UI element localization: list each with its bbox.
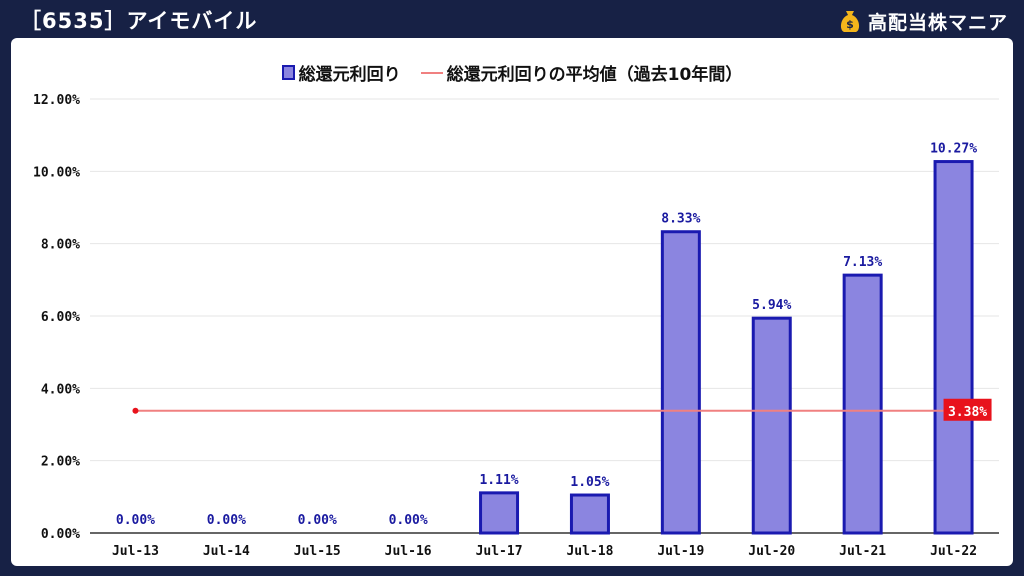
data-label: 0.00%: [116, 513, 155, 528]
bar: [660, 230, 701, 535]
x-tick-label: Jul-16: [385, 544, 432, 559]
x-tick-label: Jul-22: [930, 544, 977, 559]
bar: [842, 273, 883, 535]
bar: [479, 491, 520, 535]
average-label-box: [943, 398, 992, 421]
legend-swatch-bars: [281, 65, 295, 80]
x-tick-label: Jul-21: [839, 544, 886, 559]
page-title: ［6535］アイモバイル: [20, 9, 258, 33]
data-label: 8.33%: [661, 212, 700, 227]
legend-item-average: 総還元利回りの平均値（過去10年間）: [420, 60, 743, 85]
average-label: 3.38%: [948, 405, 987, 420]
y-tick-label: 2.00%: [41, 455, 80, 470]
data-label: 1.11%: [479, 473, 518, 488]
data-label: 0.00%: [298, 513, 337, 528]
bar: [569, 493, 610, 535]
x-tick-label: Jul-18: [566, 544, 613, 559]
y-tick-label: 0.00%: [41, 527, 80, 542]
data-label: 10.27%: [930, 142, 977, 157]
y-tick-label: 4.00%: [41, 382, 80, 397]
bar-chart: 0.00% 2.00% 4.00% 6.00% 8.00% 10.00% 12.00% 0.0…: [33, 93, 999, 559]
money-bag-icon: $: [840, 11, 860, 32]
legend-swatch-average: [420, 71, 443, 74]
x-tick-label: Jul-13: [112, 544, 159, 559]
y-tick-label: 6.00%: [41, 310, 80, 325]
y-tick-label: 8.00%: [41, 238, 80, 253]
brand-logo: $ 高配当株マニア: [837, 6, 1008, 36]
x-tick-label: Jul-19: [657, 544, 704, 559]
bar: [933, 160, 974, 535]
chart-legend: 総還元利回り 総還元利回りの平均値（過去10年間）: [11, 60, 1013, 85]
data-label: 7.13%: [843, 255, 882, 270]
x-tick-label: Jul-15: [294, 544, 341, 559]
x-tick-label: Jul-20: [748, 544, 795, 559]
data-label: 0.00%: [207, 513, 246, 528]
y-tick-label: 12.00%: [33, 93, 80, 108]
chart-panel: 総還元利回り 総還元利回りの平均値（過去10年間） 0.00% 2.00% 4.00…: [11, 38, 1013, 566]
y-tick-label: 10.00%: [33, 165, 80, 180]
svg-text:$: $: [846, 18, 854, 31]
brand-name: 高配当株マニア: [867, 11, 1008, 34]
data-label: 0.00%: [389, 513, 428, 528]
average-line-start-point: [132, 407, 139, 414]
data-label: 5.94%: [752, 298, 791, 313]
legend-label-average: 総還元利回りの平均値（過去10年間）: [446, 65, 743, 85]
x-tick-label: Jul-14: [203, 544, 250, 559]
x-tick-label: Jul-17: [476, 544, 523, 559]
legend-label-bars: 総還元利回り: [298, 65, 401, 85]
bar: [751, 316, 792, 535]
legend-item-bars: 総還元利回り: [281, 60, 401, 85]
data-label: 1.05%: [570, 475, 609, 490]
